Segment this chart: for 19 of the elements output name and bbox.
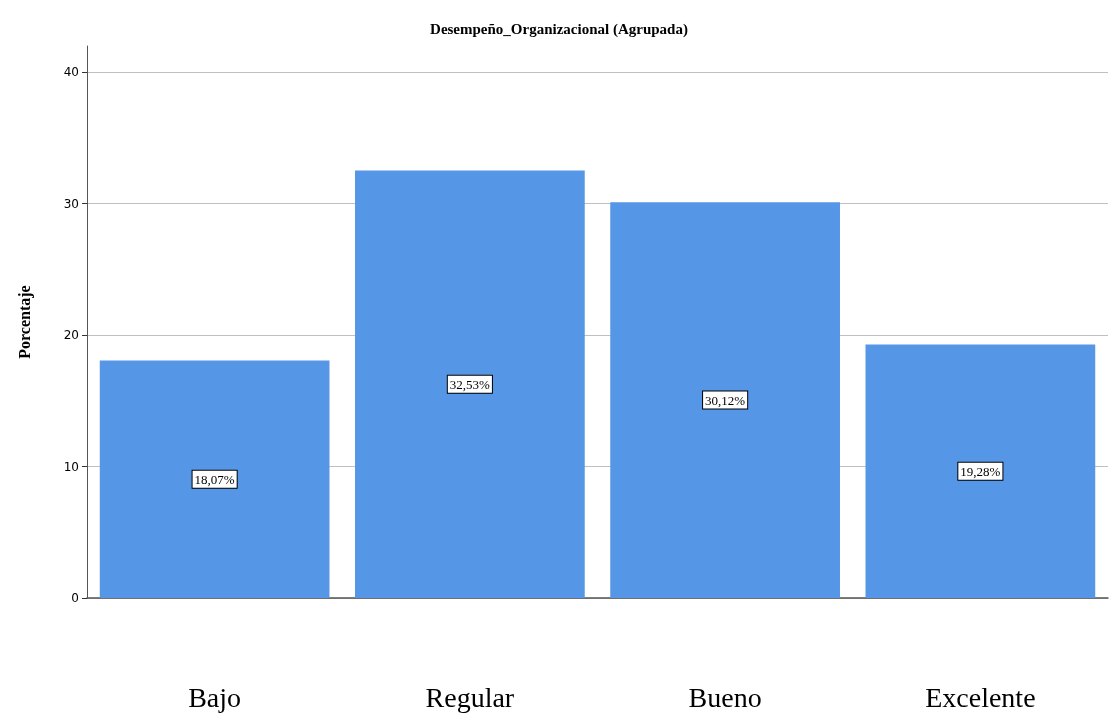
bar xyxy=(610,202,840,598)
y-tick-label: 30 xyxy=(63,196,79,211)
bar xyxy=(355,170,585,598)
y-tick-label: 40 xyxy=(63,65,79,80)
data-label: 30,12% xyxy=(705,392,746,408)
data-label: 32,53% xyxy=(449,376,491,392)
x-tick-label: Bueno xyxy=(688,681,762,713)
bar xyxy=(99,360,330,598)
chart-title: Desempeño_Organizacional (Agrupada) xyxy=(430,20,688,38)
x-tick-label: Excelente xyxy=(925,681,1036,713)
x-tick-label: Regular xyxy=(425,681,515,713)
y-tick-label: 20 xyxy=(63,328,79,343)
data-label: 19,28% xyxy=(960,463,1001,479)
y-tick-label: 0 xyxy=(71,591,79,605)
x-tick-label: Bajo xyxy=(188,681,242,713)
bar xyxy=(865,344,1096,598)
y-tick-label: 10 xyxy=(63,459,79,474)
y-axis-title: Porcentaje xyxy=(15,285,34,359)
data-label: 18,07% xyxy=(194,471,235,487)
